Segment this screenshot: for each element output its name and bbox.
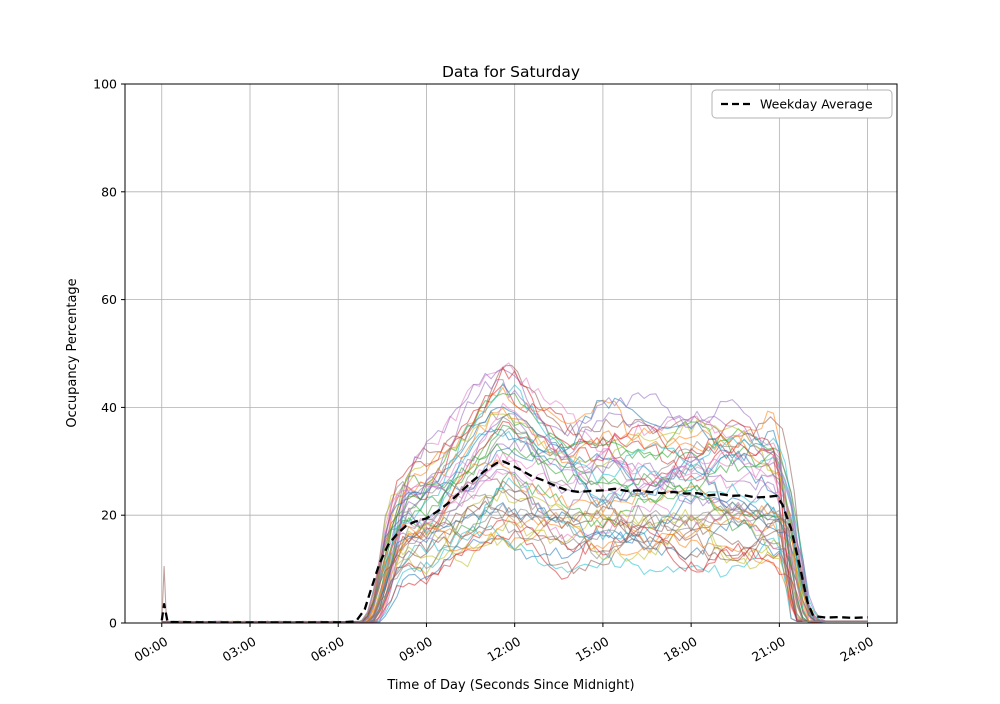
- chart-title: Data for Saturday: [442, 63, 580, 81]
- x-tick-label: 21:00: [749, 634, 788, 665]
- x-tick-label: 00:00: [132, 634, 171, 665]
- legend-label: Weekday Average: [760, 97, 873, 112]
- day-series-line: [161, 501, 868, 623]
- legend-box: [711, 89, 893, 119]
- x-tick-label: 06:00: [308, 634, 347, 665]
- plot-border: [124, 83, 898, 624]
- y-tick-label: 40: [101, 400, 117, 415]
- y-tick-label: 0: [109, 616, 117, 631]
- x-tick-label: 15:00: [573, 634, 612, 665]
- y-tick-label: 60: [101, 292, 117, 307]
- y-tick-label: 80: [101, 184, 117, 199]
- x-tick-label: 09:00: [396, 634, 435, 665]
- y-tick-label: 20: [101, 508, 117, 523]
- series-layer: [160, 362, 868, 623]
- x-axis-label: Time of Day (Seconds Since Midnight): [386, 678, 634, 693]
- x-tick-label: 12:00: [484, 634, 523, 665]
- weekday-average-line: [160, 460, 868, 623]
- x-tick-label: 18:00: [661, 634, 700, 665]
- x-tick-label: 24:00: [837, 634, 876, 665]
- y-axis-label: Occupancy Percentage: [65, 278, 80, 427]
- x-tick-label: 03:00: [220, 634, 259, 665]
- legend: Weekday Average: [711, 89, 893, 119]
- day-series-line: [161, 402, 868, 623]
- axis-layer: 00:00 03:00 06:00 09:00 12:00 15:00 18:00 21:00…: [93, 77, 876, 665]
- grid-layer: [125, 83, 897, 624]
- y-tick-label: 100: [93, 77, 117, 92]
